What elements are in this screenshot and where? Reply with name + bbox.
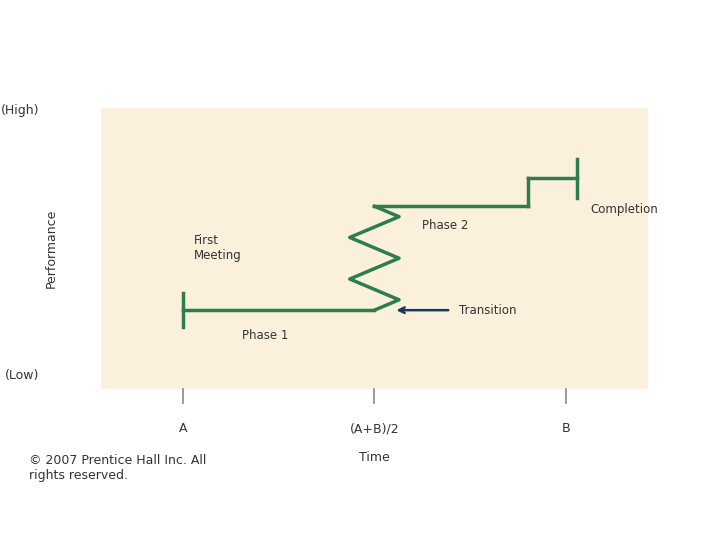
Text: A: A — [179, 422, 187, 435]
Text: EXHIBIT 9-3: EXHIBIT 9-3 — [561, 495, 634, 504]
Text: (A+B)/2: (A+B)/2 — [350, 422, 399, 435]
Text: Phase 1: Phase 1 — [242, 329, 288, 342]
Text: © 2007 Prentice Hall Inc. All
rights reserved.: © 2007 Prentice Hall Inc. All rights res… — [29, 454, 206, 482]
Text: First
Meeting: First Meeting — [194, 234, 242, 262]
Text: Time: Time — [359, 450, 390, 463]
Text: Transition: Transition — [459, 303, 517, 316]
Text: Phase 2: Phase 2 — [423, 219, 469, 232]
Text: The Punctuated-Equilibrium Model: The Punctuated-Equilibrium Model — [42, 51, 585, 79]
Text: Performance: Performance — [45, 209, 58, 288]
Text: (High): (High) — [1, 104, 40, 117]
Text: Completion: Completion — [590, 202, 658, 215]
Text: (Low): (Low) — [5, 369, 40, 382]
Text: B: B — [562, 422, 570, 435]
